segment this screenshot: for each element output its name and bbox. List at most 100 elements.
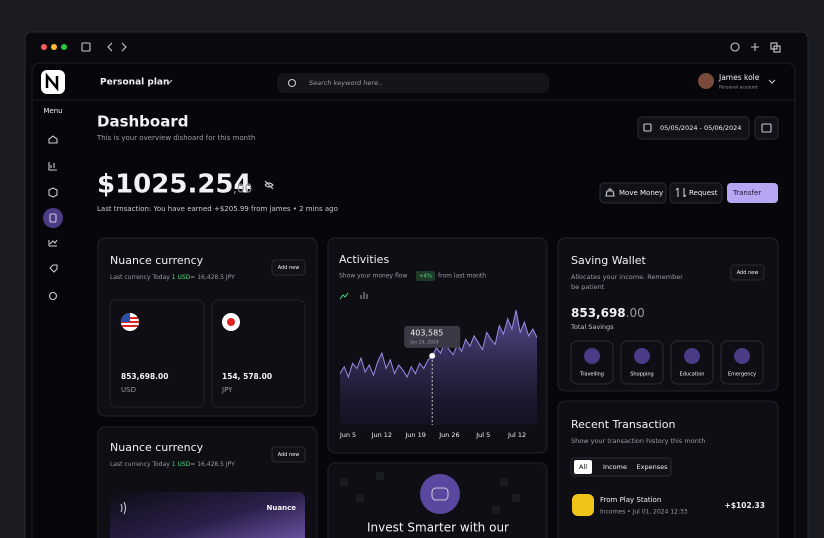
- card-title: Activities: [339, 253, 389, 266]
- active-tab[interactable]: [574, 460, 592, 474]
- nav-icon: [49, 213, 57, 223]
- avatar[interactable]: [698, 73, 714, 89]
- card-title: Nuance currency: [110, 441, 204, 454]
- page-title: Dashboard: [97, 113, 188, 131]
- activity-chart: Jun 5 Jun 12 Jun 19 Jun 26 Jul 5 Jul 12 403,58…: [339, 309, 538, 439]
- tabs: [570, 457, 672, 477]
- goal-icon: [634, 348, 650, 364]
- tooltip-date: Jun 19, 2024: [409, 339, 439, 345]
- savings-label: Total Savings: [570, 323, 614, 331]
- swap-icon: [675, 187, 687, 198]
- x-label: Jul 12: [507, 431, 526, 439]
- card-brand: Nuance: [267, 504, 297, 512]
- dot: [61, 44, 67, 50]
- goal-icon: [734, 348, 750, 364]
- activities-subtitle: from last month: [438, 273, 486, 280]
- action-label: Transfer: [732, 189, 761, 197]
- account-currency: JPY: [221, 386, 233, 394]
- card-title: Saving Wallet: [571, 254, 647, 267]
- date-range: 05/05/2024 - 05/06/2024: [660, 124, 741, 132]
- description: be patient: [571, 283, 605, 291]
- logo-mark: [45, 72, 59, 92]
- tooltip-value: 403,585: [410, 328, 443, 337]
- user-role: Personal account: [719, 85, 758, 91]
- action-label: Move Money: [619, 189, 663, 197]
- add-button[interactable]: [730, 264, 765, 281]
- add-button[interactable]: [271, 446, 306, 463]
- x-label: Jun 26: [438, 431, 460, 439]
- line-toggle[interactable]: [339, 292, 349, 300]
- transfer-button[interactable]: [727, 183, 778, 203]
- move-money-button[interactable]: [599, 182, 667, 204]
- menu-label: Menu: [43, 107, 62, 115]
- chevron: [768, 79, 776, 84]
- chevron: [165, 79, 173, 84]
- line: [339, 309, 538, 379]
- hide-icon[interactable]: [264, 180, 274, 190]
- account-currency: USD: [121, 386, 136, 394]
- add-button[interactable]: [271, 259, 306, 276]
- bag-icon: [605, 188, 615, 197]
- calendar-icon: [643, 123, 652, 132]
- active-nav[interactable]: [43, 208, 63, 228]
- page-subtitle: This is your overview dishoard for this …: [96, 134, 255, 142]
- account-amount: 853,698.00: [121, 372, 168, 381]
- export-icon: [761, 123, 772, 133]
- tooltip: [404, 325, 461, 348]
- area: [340, 310, 537, 425]
- goal-label: Emergency: [728, 372, 756, 378]
- jp-flag: [222, 313, 240, 331]
- x-label: Jul 5: [475, 431, 490, 439]
- browser-icons: [81, 42, 781, 53]
- card-title: Nuance currency: [110, 254, 204, 267]
- plan[interactable]: Personal plan: [100, 78, 169, 88]
- invest-title: Invest Smarter with our: [367, 521, 509, 535]
- search-icon: [287, 78, 297, 88]
- search-placeholder: Search keyword here..: [309, 79, 382, 87]
- bar-toggle[interactable]: [360, 292, 368, 299]
- contactless-icon: [120, 501, 127, 515]
- us-flag: [121, 313, 139, 331]
- description: Allocates your income. Remember: [571, 273, 683, 281]
- goal-label: Shopping: [630, 372, 653, 378]
- tx-detail: Incomes • Jul 01, 2024 12:33: [600, 509, 688, 516]
- user-name: James kole: [718, 73, 760, 82]
- balance-cents: ,00: [233, 182, 252, 196]
- add-label: Add new: [737, 270, 759, 276]
- search[interactable]: [277, 73, 549, 93]
- last-transaction: Last trnsaction: You have earned +$205.9…: [97, 205, 338, 213]
- savings-amount: 853,698.00: [571, 306, 645, 320]
- goal-label: Education: [680, 372, 705, 378]
- rate: Last currency Today 1 USD= 16,428.5 JPY: [110, 461, 235, 468]
- tx-name: From Play Station: [600, 496, 661, 504]
- tab[interactable]: All: [579, 463, 587, 471]
- bank-card[interactable]: [110, 492, 305, 538]
- tx-icon: [572, 494, 594, 516]
- goal-icon: [684, 348, 700, 364]
- rate: Last currency Today 1 USD= 16,428.5 JPY: [110, 274, 235, 281]
- x-label: Jun 19: [404, 431, 426, 439]
- balance: $1025.254: [97, 170, 252, 200]
- export-button[interactable]: [754, 116, 779, 140]
- goal-label: Travelling: [579, 372, 604, 378]
- action-label: Request: [689, 189, 718, 197]
- goal-icon: [584, 348, 600, 364]
- request-button[interactable]: [669, 182, 723, 204]
- activities-subtitle: Show your money flow: [339, 273, 407, 280]
- add-label: Add new: [278, 265, 300, 271]
- x-label: Jun 5: [339, 431, 356, 439]
- sidebar-icons[interactable]: [48, 135, 58, 301]
- account-amount: 154, 578.00: [222, 372, 272, 381]
- robot-face: [431, 487, 449, 501]
- tab[interactable]: Expenses: [637, 463, 669, 471]
- tab[interactable]: Income: [603, 463, 627, 471]
- dot: [51, 44, 57, 50]
- dot: [41, 44, 47, 50]
- recent-subtitle: Show your transaction history this month: [571, 437, 706, 445]
- robot-icon: [420, 474, 460, 514]
- highlight-point: [429, 352, 436, 359]
- date-button[interactable]: [637, 116, 750, 140]
- change-pill: [416, 271, 435, 281]
- tx-amount: +$102.33: [725, 501, 765, 510]
- add-label: Add new: [278, 452, 300, 458]
